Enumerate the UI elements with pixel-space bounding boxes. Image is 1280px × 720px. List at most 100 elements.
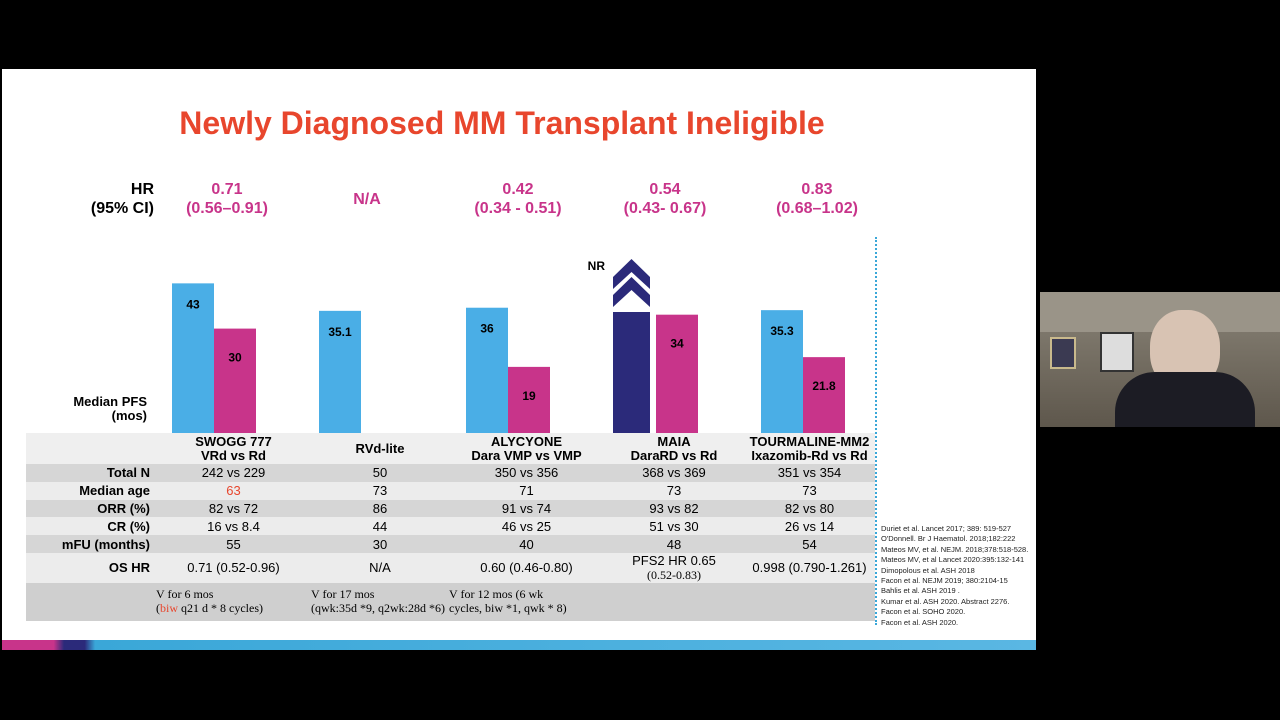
header-alcyone: ALYCYONE Dara VMP vs VMP xyxy=(471,433,582,463)
median-pfs-label: Median PFS (mos) xyxy=(73,394,147,423)
hr-label-line: HR xyxy=(130,181,154,198)
bar-label: 34 xyxy=(670,337,684,351)
header-rvd-lite: RVd-lite xyxy=(355,440,405,456)
table-cell: 82 vs 80 xyxy=(784,500,835,516)
hr-value: N/A xyxy=(353,191,381,208)
reference: Facon et al. NEJM 2019; 380:2104-15 xyxy=(881,576,1008,586)
bar xyxy=(803,357,845,433)
reference: Facon et al. SOHO 2020. xyxy=(881,607,966,617)
bar-label: 35.3 xyxy=(770,324,794,338)
table-cell: 48 xyxy=(666,536,682,552)
table-cell: 30 xyxy=(372,536,388,552)
hr-label-line: (95% CI) xyxy=(90,200,154,217)
table-cell: 71 xyxy=(519,483,534,499)
table-notes-row: V for 6 mos (biw q21 d * 8 cycles) V for … xyxy=(26,582,875,621)
table-cell: PFS2 HR 0.65 (0.52-0.83) xyxy=(632,552,716,582)
bar-label: 36 xyxy=(480,322,494,336)
table-cell: 40 xyxy=(519,536,534,552)
table-cell: 350 vs 356 xyxy=(494,465,559,481)
bar-chart: 43 35.1 36 NR 35.3 30 19 34 21.8 xyxy=(172,259,845,433)
table-cell: 73 xyxy=(802,483,817,499)
dotted-divider xyxy=(875,237,877,625)
table-cell: N/A xyxy=(369,560,391,576)
reference: O'Donnell. Br J Haematol. 2018;182:222 xyxy=(881,534,1016,544)
bar xyxy=(761,310,803,433)
reference: Facon et al. ASH 2020. xyxy=(881,617,959,627)
note-swog: V for 6 mos (biw q21 d * 8 cycles) xyxy=(156,586,263,615)
bar-label: 21.8 xyxy=(812,379,836,393)
reference: Kumar et al. ASH 2020. Abstract 2276. xyxy=(881,596,1010,606)
bar xyxy=(214,328,256,433)
hr-value: 0.71 (0.56–0.91) xyxy=(186,181,268,217)
table-row: CR (%) 16 vs 8.4 44 46 vs 25 51 vs 30 26 vs 1… xyxy=(26,517,875,536)
table-row: mFU (months) 55 30 40 48 54 xyxy=(26,535,875,553)
wall-frame xyxy=(1050,337,1076,369)
slide-title: Newly Diagnosed MM Transplant Ineligible xyxy=(179,105,825,141)
table-cell: 0.71 (0.52-0.96) xyxy=(187,560,280,576)
table-cell: 16 vs 8.4 xyxy=(207,518,260,534)
table-cell: 242 vs 229 xyxy=(201,465,266,481)
table-cell: 54 xyxy=(802,536,817,552)
bar xyxy=(656,314,698,433)
hr-value: 0.42 (0.34 - 0.51) xyxy=(474,181,562,217)
note-rvd-lite: V for 17 mos (qwk:35d *9, q2wk:28d *6) xyxy=(311,586,445,615)
webcam-video xyxy=(1040,292,1280,427)
row-label: Total N xyxy=(106,465,150,481)
bar xyxy=(319,310,361,433)
row-label: ORR (%) xyxy=(97,500,150,516)
table-cell: 82 vs 72 xyxy=(208,500,259,516)
row-label: OS HR xyxy=(108,560,150,576)
row-label: mFU (months) xyxy=(61,536,150,552)
reference: Dimopolous et al. ASH 2018 xyxy=(881,565,975,575)
header-tourmaline: TOURMALINE-MM2 Ixazomib-Rd vs Rd xyxy=(749,433,870,463)
bar xyxy=(172,283,214,433)
slide-footer-bar xyxy=(2,640,1036,650)
table-cell: 63 xyxy=(226,483,241,499)
table-cell: 26 vs 14 xyxy=(784,518,835,534)
nr-chevron-icon xyxy=(613,259,650,289)
table-row: OS HR 0.71 (0.52-0.96) N/A 0.60 (0.46-0.80)… xyxy=(26,552,875,583)
table-cell: 46 vs 25 xyxy=(501,518,552,534)
table-cell: 50 xyxy=(372,465,388,481)
hr-label: HR (95% CI) xyxy=(62,180,154,218)
table-cell: 73 xyxy=(666,483,682,499)
nr-chevron-icon xyxy=(613,277,650,307)
hr-value: 0.54 (0.43- 0.67) xyxy=(623,181,707,217)
table-cell: 55 xyxy=(226,536,241,552)
reference: Duriet et al. Lancet 2017; 389: 519-527 xyxy=(881,524,1012,533)
row-label: Median age xyxy=(79,483,150,499)
speaker-body xyxy=(1115,372,1255,427)
hr-value: 0.83 (0.68–1.02) xyxy=(776,181,858,217)
references: Duriet et al. Lancet 2017; 389: 519-527 O… xyxy=(881,524,1028,628)
wall-frame xyxy=(1100,332,1134,372)
bar xyxy=(508,366,550,433)
comparison-table: SWOGG 777 VRd vs Rd RVd-lite ALYCYONE Dara… xyxy=(26,433,875,621)
bar-label: 19 xyxy=(522,389,536,403)
slide: Newly Diagnosed MM Transplant Ineligible… xyxy=(2,69,1036,650)
table-cell: 0.998 (0.790-1.261) xyxy=(752,560,867,576)
table-cell: 351 vs 354 xyxy=(777,465,842,481)
bar-nr xyxy=(613,312,650,433)
header-swog: SWOGG 777 VRd vs Rd xyxy=(195,433,272,463)
table-header-row: SWOGG 777 VRd vs Rd RVd-lite ALYCYONE Dara… xyxy=(26,433,875,464)
table-cell: 0.60 (0.46-0.80) xyxy=(480,560,573,576)
bar xyxy=(466,307,508,433)
table-row: ORR (%) 82 vs 72 86 91 vs 74 93 vs 82 82 vs 8… xyxy=(26,499,875,518)
bar-label: 43 xyxy=(186,297,200,311)
table-row: Total N 242 vs 229 50 350 vs 356 368 vs 369 3… xyxy=(26,464,875,482)
table-cell: 73 xyxy=(372,483,388,499)
table-cell: 51 vs 30 xyxy=(649,518,699,534)
table-row: Median age 63 73 71 73 73 xyxy=(26,481,875,500)
bar-label: 35.1 xyxy=(328,325,352,339)
table-cell: 86 xyxy=(372,500,388,516)
reference: Mateos MV, et al Lancet 2020:395:132-141 xyxy=(881,555,1025,565)
reference: Bahlis et al. ASH 2019 . xyxy=(881,586,960,596)
row-label: CR (%) xyxy=(107,518,150,534)
reference: Mateos MV, et al. NEJM. 2018;378:518-528… xyxy=(881,544,1029,554)
note-alcyone: V for 12 mos (6 wk cycles, biw *1, qwk * … xyxy=(449,586,567,615)
header-maia: MAIA DaraRD vs Rd xyxy=(630,433,718,463)
table-cell: 368 vs 369 xyxy=(642,465,706,481)
table-cell: 44 xyxy=(372,518,388,534)
table-cell: 91 vs 74 xyxy=(501,500,552,516)
bar-label: 30 xyxy=(228,351,242,365)
